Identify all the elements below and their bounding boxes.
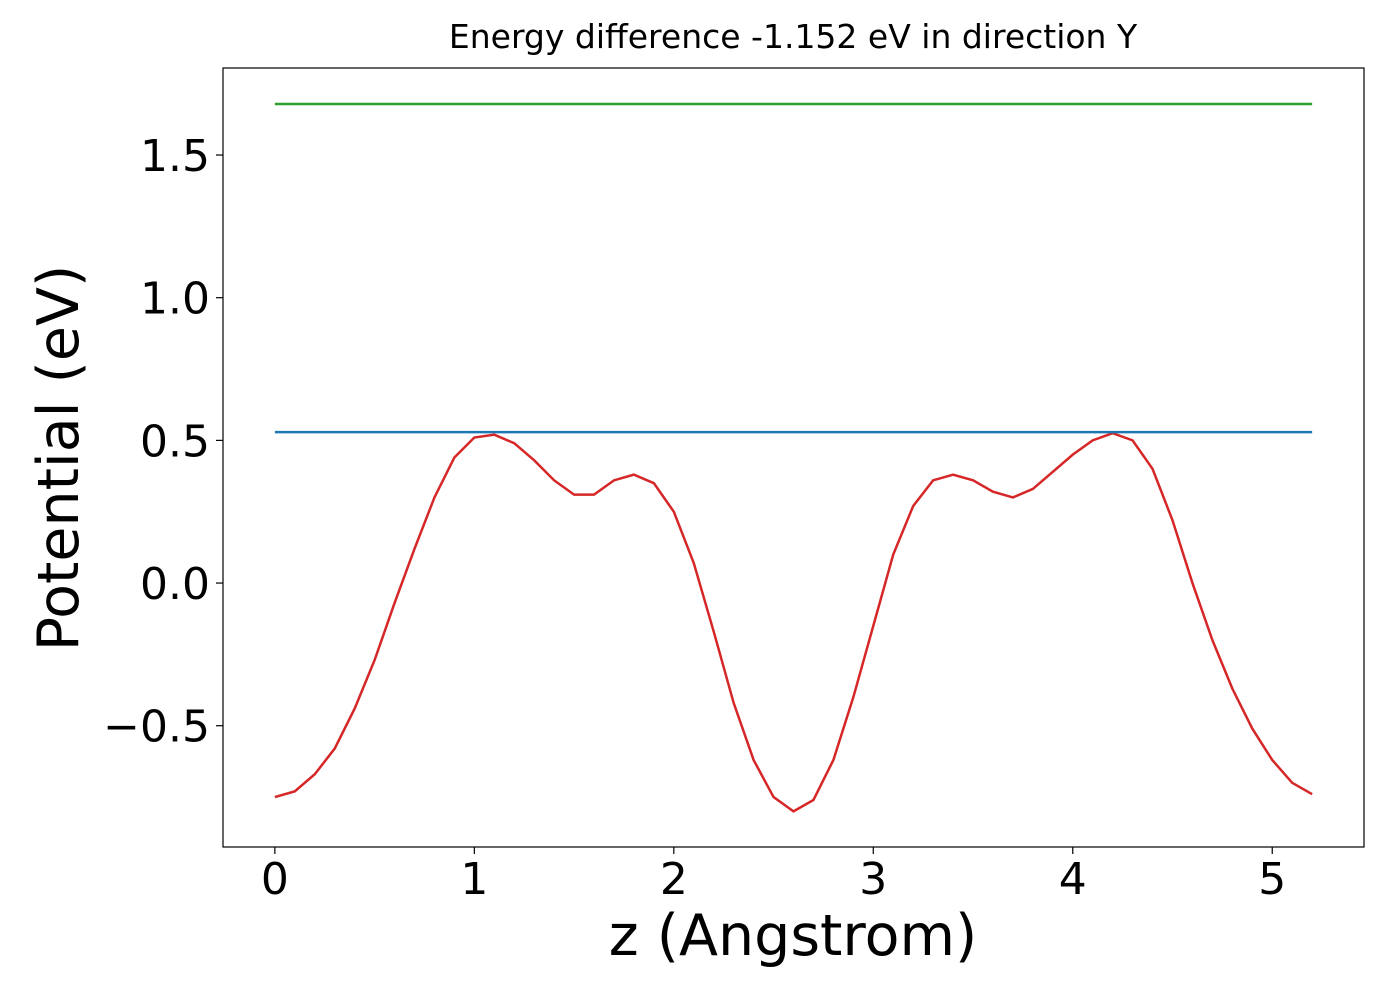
x-axis-label: z (Angstrom) — [609, 903, 977, 969]
y-tick-label: 1.0 — [140, 274, 210, 325]
chart-title: Energy difference -1.152 eV in direction… — [449, 17, 1138, 56]
y-tick-label: −0.5 — [103, 702, 210, 753]
y-axis-label: Potential (eV) — [26, 265, 92, 651]
y-tick-label: 1.5 — [140, 131, 210, 182]
x-tick-label: 4 — [1059, 854, 1087, 905]
x-tick-label: 3 — [859, 854, 887, 905]
y-tick-label: 0.5 — [140, 416, 210, 467]
y-tick-label: 0.0 — [140, 559, 210, 610]
x-tick-label: 5 — [1258, 854, 1286, 905]
plot-frame — [222, 67, 1365, 848]
line-series — [274, 431, 1313, 813]
x-tick-label: 1 — [460, 854, 488, 905]
x-tick-label: 2 — [660, 854, 688, 905]
x-tick-label: 0 — [261, 854, 289, 905]
